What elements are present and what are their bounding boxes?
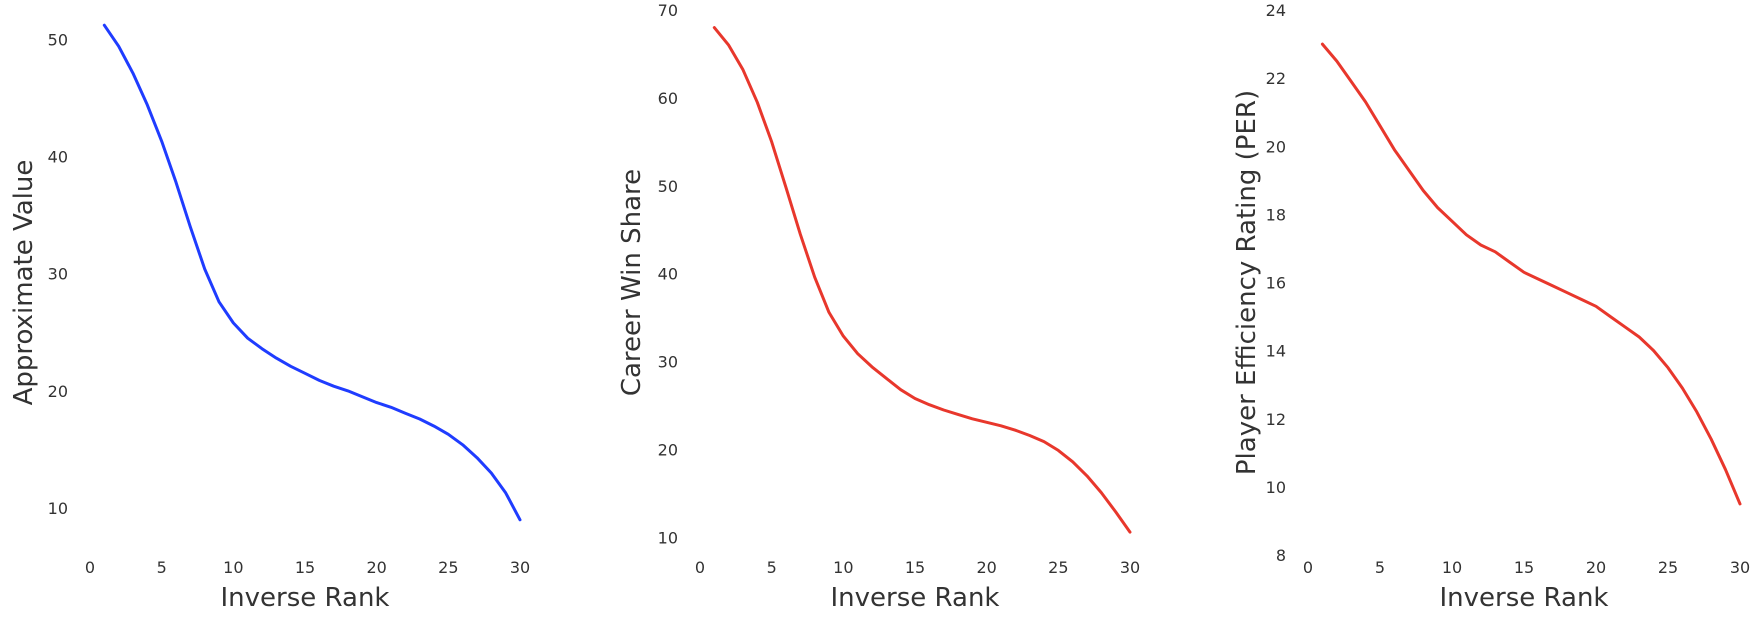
series-line (102, 23, 522, 522)
x-tick-label: 10 (1442, 558, 1462, 577)
x-tick-label: 30 (510, 558, 530, 577)
y-axis-label: Approximate Value (9, 160, 39, 406)
x-axis-label: Inverse Rank (1440, 583, 1609, 613)
y-tick-label: 70 (658, 1, 678, 20)
x-tick-label: 15 (1514, 558, 1534, 577)
series-line (1320, 42, 1742, 506)
y-tick-label: 14 (1266, 342, 1286, 361)
y-tick-label: 16 (1266, 274, 1286, 293)
x-tick-label: 5 (767, 558, 777, 577)
y-tick-label: 20 (658, 441, 678, 460)
y-tick-label: 8 (1276, 546, 1286, 565)
y-tick-label: 40 (658, 265, 678, 284)
x-axis-label: Inverse Rank (831, 583, 1000, 613)
x-tick-label: 5 (1375, 558, 1385, 577)
y-tick-label: 60 (658, 89, 678, 108)
y-tick-label: 10 (1266, 478, 1286, 497)
x-tick-label: 10 (223, 558, 243, 577)
y-tick-label: 40 (48, 148, 68, 167)
x-tick-label: 15 (905, 558, 925, 577)
x-tick-label: 20 (1586, 558, 1606, 577)
y-tick-label: 30 (48, 265, 68, 284)
y-tick-label: 24 (1266, 1, 1286, 20)
y-tick-label: 20 (1266, 137, 1286, 156)
y-tick-label: 20 (48, 382, 68, 401)
x-tick-label: 20 (366, 558, 386, 577)
x-tick-label: 30 (1730, 558, 1750, 577)
x-tick-label: 25 (1658, 558, 1678, 577)
y-axis-label: Player Efficiency Rating (PER) (1232, 90, 1262, 475)
y-tick-label: 10 (658, 528, 678, 547)
x-tick-label: 0 (1303, 558, 1313, 577)
y-tick-label: 50 (48, 30, 68, 49)
x-tick-label: 25 (1048, 558, 1068, 577)
x-tick-label: 5 (157, 558, 167, 577)
x-tick-label: 25 (438, 558, 458, 577)
x-tick-label: 15 (295, 558, 315, 577)
x-tick-label: 0 (695, 558, 705, 577)
x-tick-label: 30 (1120, 558, 1140, 577)
chart-panel-1: 0 5 10 15 20 25 30 10 20 30 40 50 Inverse Rank Approx… (9, 23, 530, 613)
y-tick-label: 10 (48, 499, 68, 518)
x-tick-label: 20 (976, 558, 996, 577)
x-axis-label: Inverse Rank (221, 583, 390, 613)
x-tick-label: 0 (85, 558, 95, 577)
x-tick-label: 10 (833, 558, 853, 577)
chart-panel-3: 0 5 10 15 20 25 30 8 10 12 14 16 18 20 22 24 Inverse Ran… (1232, 1, 1750, 613)
y-tick-label: 50 (658, 177, 678, 196)
chart-panel-2: 0 5 10 15 20 25 30 10 20 30 40 50 60 70 Inverse Rank Ca… (617, 1, 1140, 613)
y-axis-label: Career Win Share (617, 169, 647, 396)
y-tick-label: 22 (1266, 69, 1286, 88)
y-tick-label: 18 (1266, 205, 1286, 224)
y-tick-label: 12 (1266, 410, 1286, 429)
y-tick-label: 30 (658, 353, 678, 372)
series-line (712, 26, 1132, 534)
